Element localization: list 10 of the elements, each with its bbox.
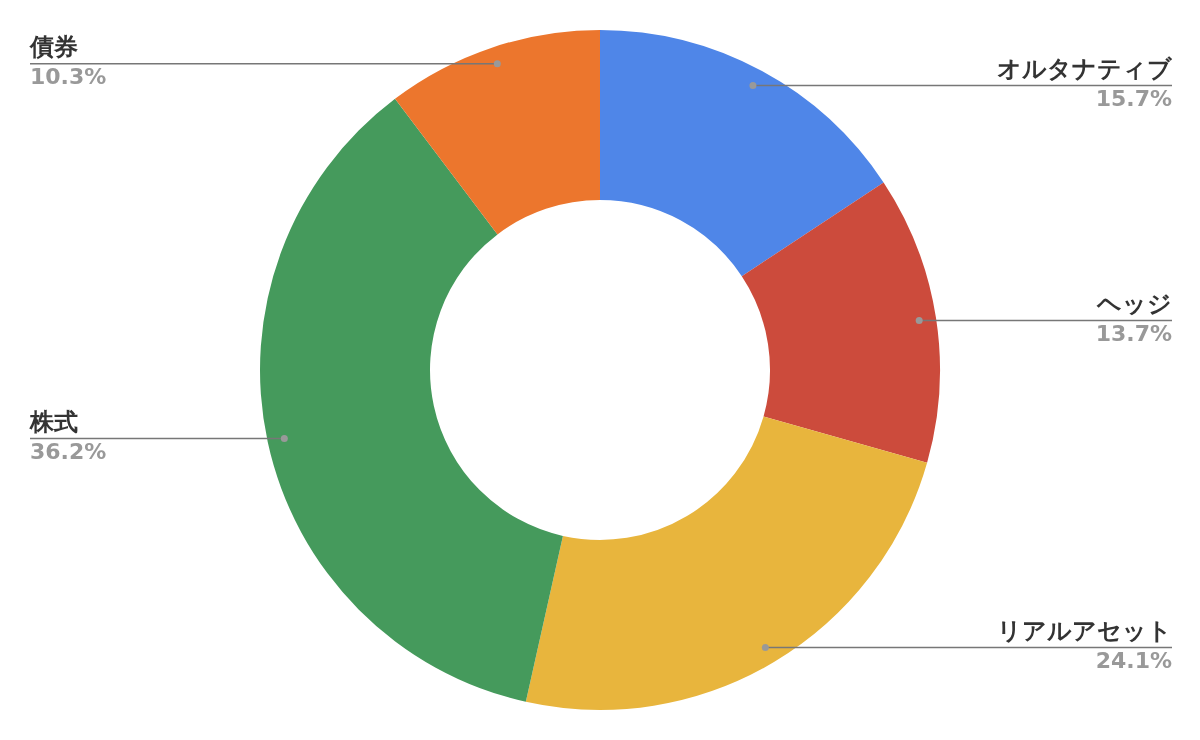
slice-label: リアルアセット xyxy=(997,616,1172,645)
slice-label: 株式 xyxy=(29,407,78,436)
data-label: 36.2% xyxy=(30,439,107,465)
data-label: 24.1% xyxy=(1095,648,1172,674)
slice-label: 債券 xyxy=(29,33,78,61)
slice-label: ヘッジ xyxy=(1096,289,1172,318)
data-label: 13.7% xyxy=(1095,321,1172,347)
data-label: 10.3% xyxy=(30,64,107,90)
slice-label: オルタナティブ xyxy=(997,54,1173,83)
data-label: 15.7% xyxy=(1095,86,1172,112)
